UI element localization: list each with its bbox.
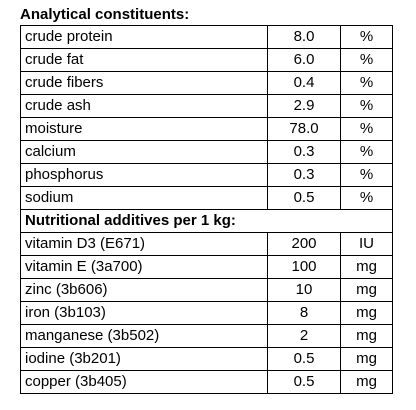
- constituent-value: 6.0: [267, 48, 341, 72]
- constituent-name: sodium: [20, 186, 268, 210]
- nutrition-sheet: Analytical constituents: crude protein 8.…: [20, 5, 393, 394]
- constituent-name: iodine (3b201): [20, 347, 268, 371]
- constituent-unit: mg: [340, 324, 393, 348]
- table-row: manganese (3b502) 2 mg: [20, 324, 393, 348]
- table-row: moisture 78.0%: [20, 117, 393, 141]
- constituent-unit: %: [340, 25, 393, 49]
- constituent-name: crude protein: [20, 25, 268, 49]
- constituent-value: 0.5: [267, 186, 341, 210]
- constituent-name: phosphorus: [20, 163, 268, 187]
- constituent-unit: %: [340, 163, 393, 187]
- constituent-name: manganese (3b502): [20, 324, 268, 348]
- page-title: Analytical constituents:: [20, 6, 190, 23]
- constituent-name: crude fibers: [20, 71, 268, 95]
- constituent-unit: mg: [340, 347, 393, 371]
- table-row: crude protein 8.0%: [20, 25, 393, 49]
- constituent-value: 2.9: [267, 94, 341, 118]
- constituent-value: 100: [267, 255, 341, 279]
- constituent-unit: %: [340, 186, 393, 210]
- constituent-name: copper (3b405): [20, 370, 268, 394]
- table-row: phosphorus 0.3%: [20, 163, 393, 187]
- constituent-value: 0.3: [267, 140, 341, 164]
- constituent-value: 8: [267, 301, 341, 325]
- table-row: sodium 0.5%: [20, 186, 393, 210]
- additives-heading-row: Nutritional additives per 1 kg:: [20, 209, 393, 233]
- constituent-name: vitamin D3 (E671): [20, 232, 268, 256]
- constituent-value: 0.5: [267, 370, 341, 394]
- table-row: crude fat 6.0%: [20, 48, 393, 72]
- constituent-name: iron (3b103): [20, 301, 268, 325]
- constituent-value: 0.4: [267, 71, 341, 95]
- table-row: calcium 0.3%: [20, 140, 393, 164]
- additives-heading: Nutritional additives per 1 kg:: [20, 209, 393, 233]
- constituent-value: 2: [267, 324, 341, 348]
- table-row: vitamin E (3a700) 100 mg: [20, 255, 393, 279]
- constituent-value: 10: [267, 278, 341, 302]
- constituent-value: 8.0: [267, 25, 341, 49]
- constituent-unit: mg: [340, 370, 393, 394]
- constituent-name: crude ash: [20, 94, 268, 118]
- constituent-value: 0.5: [267, 347, 341, 371]
- constituent-unit: mg: [340, 255, 393, 279]
- constituent-value: 0.3: [267, 163, 341, 187]
- constituent-name: zinc (3b606): [20, 278, 268, 302]
- table-row: iron (3b103) 8 mg: [20, 301, 393, 325]
- table-row: zinc (3b606) 10 mg: [20, 278, 393, 302]
- nutrition-table: crude protein 8.0% crude fat 6.0% crude fibe…: [20, 25, 393, 394]
- constituent-unit: %: [340, 48, 393, 72]
- constituent-value: 78.0: [267, 117, 341, 141]
- constituent-value: 200: [267, 232, 341, 256]
- constituent-unit: IU: [340, 232, 393, 256]
- constituent-name: moisture: [20, 117, 268, 141]
- table-row: copper (3b405) 0.5 mg: [20, 370, 393, 394]
- constituent-unit: %: [340, 94, 393, 118]
- constituent-unit: %: [340, 71, 393, 95]
- table-row: vitamin D3 (E671) 200 IU: [20, 232, 393, 256]
- additives-heading-body: Nutritional additives per 1 kg:: [20, 209, 393, 233]
- table-row: crude ash 2.9%: [20, 94, 393, 118]
- nutritional-additives-body: vitamin D3 (E671) 200 IU vitamin E (3a700) 1…: [20, 232, 393, 394]
- constituent-name: vitamin E (3a700): [20, 255, 268, 279]
- table-row: iodine (3b201) 0.5 mg: [20, 347, 393, 371]
- constituent-name: crude fat: [20, 48, 268, 72]
- constituent-unit: %: [340, 140, 393, 164]
- constituent-unit: mg: [340, 301, 393, 325]
- constituent-unit: mg: [340, 278, 393, 302]
- analytical-constituents-body: crude protein 8.0% crude fat 6.0% crude fibe…: [20, 25, 393, 210]
- constituent-name: calcium: [20, 140, 268, 164]
- table-row: crude fibers 0.4%: [20, 71, 393, 95]
- constituent-unit: %: [340, 117, 393, 141]
